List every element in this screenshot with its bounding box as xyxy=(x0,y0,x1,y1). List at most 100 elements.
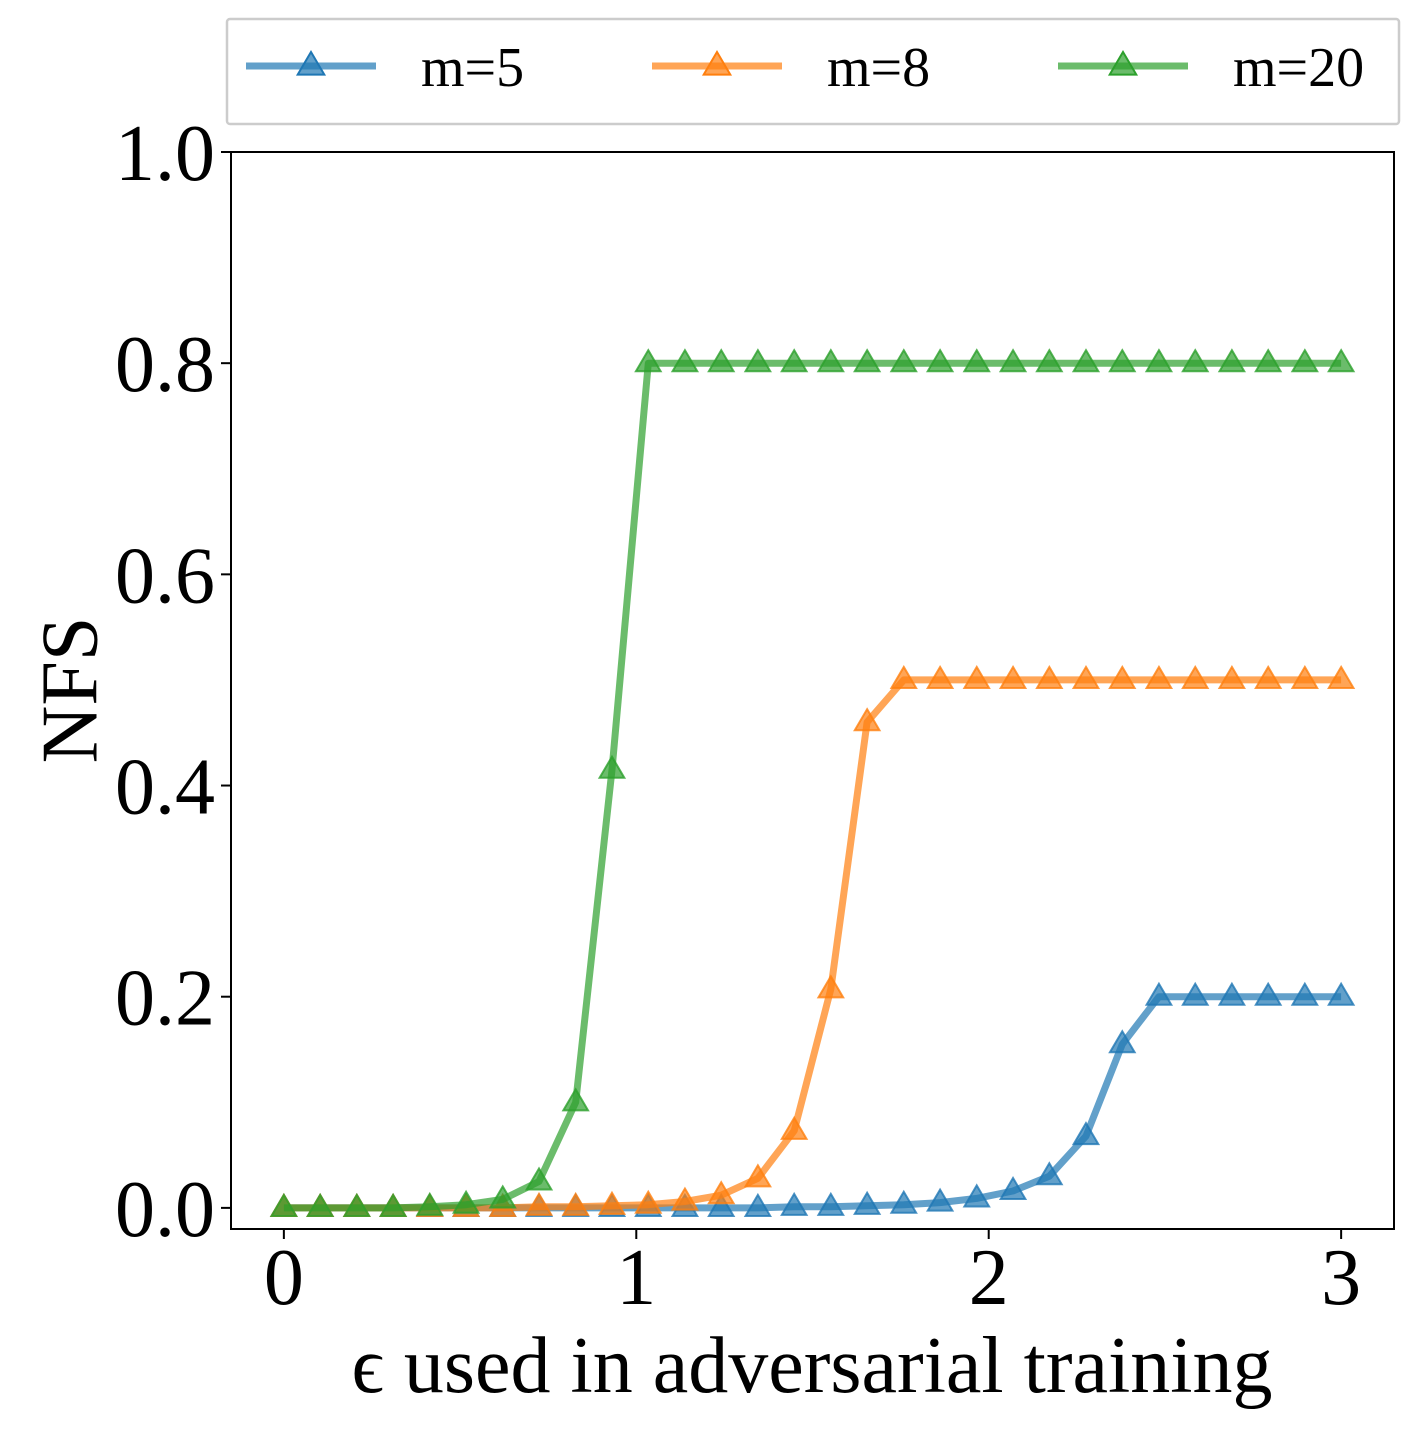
x-axis-ticks: 0 1 2 3 xyxy=(264,1229,1361,1322)
data-point xyxy=(743,1192,772,1217)
series-line-m5 xyxy=(283,993,1342,1212)
data-point xyxy=(962,348,991,373)
legend: m=5 m=8 m=20 xyxy=(225,17,1401,126)
data-point xyxy=(998,1176,1028,1201)
data-point xyxy=(1217,664,1246,690)
y-tick-label: 0.6 xyxy=(115,532,215,620)
data-point xyxy=(743,1163,772,1188)
data-point xyxy=(816,974,845,999)
y-tick-label: 0.0 xyxy=(115,1166,215,1254)
data-point xyxy=(780,1115,809,1140)
data-point xyxy=(780,348,809,373)
data-point xyxy=(306,1192,335,1217)
data-point xyxy=(269,1192,298,1217)
data-point xyxy=(743,348,772,373)
data-point xyxy=(670,1186,700,1211)
triangle-marker-icon xyxy=(701,50,733,76)
series-layer xyxy=(269,348,1356,1217)
data-point xyxy=(925,1187,955,1212)
triangle-marker-icon xyxy=(295,50,327,76)
series-line-m8 xyxy=(283,676,1342,1212)
data-point xyxy=(1254,664,1283,690)
data-point xyxy=(1071,664,1101,690)
legend-label: m=5 xyxy=(421,37,524,99)
data-point xyxy=(1035,1161,1064,1186)
data-point xyxy=(707,1192,736,1217)
data-point xyxy=(1108,348,1137,373)
data-point xyxy=(1181,348,1210,373)
data-point xyxy=(962,664,991,690)
data-point xyxy=(415,1191,444,1216)
data-point xyxy=(998,664,1028,690)
data-point xyxy=(707,1180,736,1205)
data-point xyxy=(816,1191,845,1216)
legend-box xyxy=(225,17,1401,126)
data-point xyxy=(1144,664,1174,690)
y-axis-ticks: 0.0 0.2 0.4 0.6 0.8 1.0 xyxy=(115,110,231,1254)
data-point xyxy=(1217,348,1246,373)
data-point xyxy=(379,1192,408,1217)
y-axis-label: NFS xyxy=(26,617,114,764)
data-point xyxy=(1035,348,1064,373)
data-point xyxy=(853,348,882,373)
data-point xyxy=(1217,981,1246,1006)
legend-label: m=8 xyxy=(827,37,930,99)
series-m20 xyxy=(269,348,1356,1217)
series-m8 xyxy=(269,664,1356,1217)
data-point xyxy=(1290,664,1319,690)
data-point xyxy=(561,1087,590,1112)
x-axis-label: ϵ used in adversarial training xyxy=(352,1322,1273,1410)
data-point xyxy=(889,1189,918,1214)
data-point xyxy=(597,754,627,779)
data-point xyxy=(1108,1029,1137,1054)
y-tick-label: 1.0 xyxy=(115,110,215,198)
y-tick-label: 0.8 xyxy=(115,321,215,409)
data-point xyxy=(925,348,955,373)
x-tick-label: 2 xyxy=(969,1234,1009,1322)
legend-item-m20: m=20 xyxy=(1058,37,1364,99)
data-point xyxy=(998,348,1028,373)
legend-item-m5: m=5 xyxy=(246,37,524,99)
data-point xyxy=(1290,981,1319,1006)
data-point xyxy=(1327,348,1356,373)
data-point xyxy=(1071,348,1101,373)
data-point xyxy=(889,348,918,373)
data-point xyxy=(1290,348,1319,373)
data-point xyxy=(1071,1121,1101,1146)
data-point xyxy=(962,1183,991,1208)
x-tick-label: 1 xyxy=(616,1234,656,1322)
data-point xyxy=(780,1191,809,1216)
data-point xyxy=(1144,981,1174,1006)
legend-item-m8: m=8 xyxy=(652,37,930,99)
triangle-marker-icon xyxy=(1107,50,1139,76)
data-point xyxy=(524,1166,554,1191)
y-tick-label: 0.4 xyxy=(115,744,215,832)
y-tick-label: 0.2 xyxy=(115,955,215,1043)
data-point xyxy=(1254,348,1283,373)
series-line-m20 xyxy=(283,359,1342,1212)
x-tick-label: 3 xyxy=(1321,1234,1361,1322)
data-point xyxy=(488,1184,517,1209)
data-point xyxy=(561,1191,590,1216)
data-point xyxy=(670,348,700,373)
data-point xyxy=(634,1189,663,1214)
data-point xyxy=(1035,664,1064,690)
data-point xyxy=(925,664,955,690)
data-point xyxy=(889,664,918,690)
data-point xyxy=(853,707,882,732)
data-point xyxy=(707,348,736,373)
data-point xyxy=(1327,664,1356,690)
x-tick-label: 0 xyxy=(264,1234,304,1322)
data-point xyxy=(342,1192,371,1217)
data-point xyxy=(1181,664,1210,690)
data-point xyxy=(816,348,845,373)
data-point xyxy=(1108,664,1137,690)
data-point xyxy=(1144,348,1174,373)
data-point xyxy=(1254,981,1283,1006)
data-point xyxy=(634,348,663,373)
data-point xyxy=(1181,981,1210,1006)
data-point xyxy=(597,1190,627,1215)
plot-frame xyxy=(230,151,1395,1230)
series-m5 xyxy=(269,981,1356,1217)
data-point xyxy=(1327,981,1356,1006)
